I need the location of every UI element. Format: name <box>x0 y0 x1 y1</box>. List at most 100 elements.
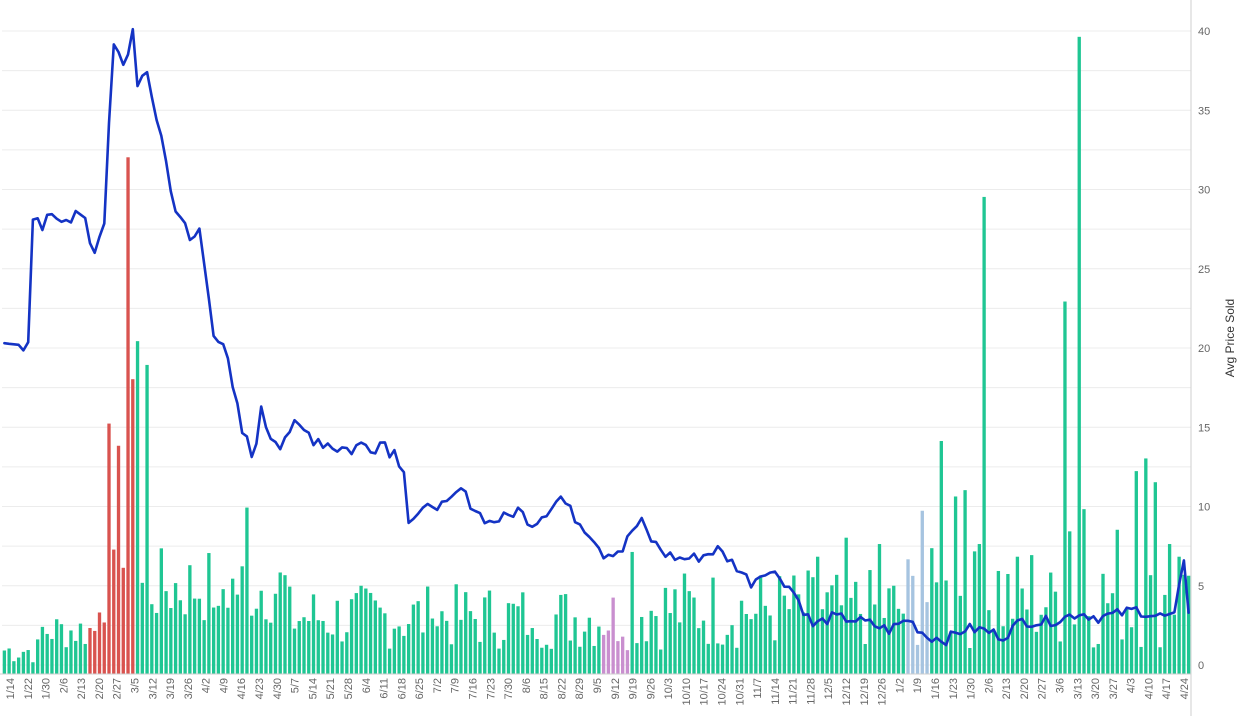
x-tick-label: 3/26 <box>183 678 195 699</box>
bar <box>183 614 187 674</box>
x-tick-label: 2/27 <box>1037 678 1049 699</box>
x-tick-label: 2/13 <box>1001 678 1013 699</box>
bar <box>359 585 363 674</box>
bar <box>949 632 953 674</box>
bar <box>1001 626 1005 674</box>
bar <box>97 612 102 674</box>
bar <box>687 591 691 674</box>
bar <box>464 592 468 674</box>
bar <box>711 577 715 674</box>
bar <box>697 628 701 674</box>
x-tick-label: 5/28 <box>343 678 355 699</box>
bar <box>1120 639 1124 674</box>
bar <box>901 613 905 674</box>
x-tick-label: 1/16 <box>930 678 942 699</box>
bar <box>758 575 763 674</box>
bar <box>777 576 782 674</box>
bar <box>516 606 520 674</box>
bar <box>169 608 173 674</box>
bar <box>483 597 487 674</box>
bar <box>1163 594 1167 674</box>
bar <box>1101 573 1105 674</box>
bar <box>392 628 397 674</box>
bar <box>801 612 806 674</box>
bar <box>1044 607 1048 674</box>
bar <box>226 607 230 674</box>
bar <box>216 605 221 674</box>
bar <box>102 622 106 674</box>
y-tick-label: 40 <box>1198 26 1210 38</box>
bar <box>982 196 986 675</box>
bar <box>74 640 78 674</box>
bar <box>416 601 420 674</box>
bar <box>235 594 240 674</box>
bar <box>425 586 430 674</box>
x-tick-label: 5/7 <box>290 678 302 693</box>
bar <box>1010 618 1015 674</box>
x-tick-label: 7/9 <box>450 678 462 693</box>
bar <box>397 626 401 674</box>
bar <box>749 619 753 674</box>
bar <box>1110 593 1115 674</box>
x-tick-label: 2/27 <box>112 678 124 699</box>
bar <box>221 589 225 674</box>
bar <box>1139 646 1143 674</box>
bar <box>934 582 939 674</box>
bar <box>159 548 163 674</box>
bar <box>321 620 325 674</box>
bar <box>135 341 140 674</box>
bar <box>121 567 125 674</box>
bar <box>478 641 482 674</box>
bar <box>1030 555 1034 674</box>
bar <box>311 594 316 674</box>
bar <box>601 634 606 674</box>
x-tick-label: 3/12 <box>147 678 159 699</box>
bar <box>592 645 596 674</box>
bar <box>611 597 615 674</box>
x-tick-label: 2/6 <box>58 678 70 693</box>
bar <box>12 661 16 674</box>
x-tick-label: 8/29 <box>574 678 586 699</box>
avg-price-line <box>3 27 1190 647</box>
y-tick-label: 15 <box>1198 422 1210 434</box>
bar <box>1015 556 1020 674</box>
bar <box>844 537 848 674</box>
bar <box>202 620 206 674</box>
bar <box>1072 624 1077 674</box>
x-tick-label: 12/12 <box>841 678 853 706</box>
x-tick-label: 11/7 <box>752 678 764 699</box>
bar <box>663 587 668 674</box>
bar <box>473 618 477 674</box>
bar <box>587 617 592 674</box>
bar <box>31 662 35 674</box>
x-tick-label: 1/23 <box>948 678 960 699</box>
bar <box>720 644 725 674</box>
x-tick-label: 9/26 <box>645 678 657 699</box>
bar <box>1096 643 1100 674</box>
bar <box>835 574 839 674</box>
bar <box>292 628 297 674</box>
bar <box>1167 544 1172 674</box>
bar <box>1158 647 1162 674</box>
bar <box>625 650 630 674</box>
bar <box>825 592 829 674</box>
bar <box>335 600 339 674</box>
bar <box>511 603 515 674</box>
bar <box>521 592 525 674</box>
x-tick-label: 6/4 <box>361 678 373 693</box>
bar <box>421 632 425 674</box>
bar <box>207 553 211 674</box>
x-tick-label: 10/10 <box>681 678 693 706</box>
x-tick-label: 8/15 <box>539 678 551 699</box>
bar <box>449 644 454 674</box>
bar <box>50 638 54 674</box>
bar <box>987 610 991 674</box>
bar <box>192 598 197 674</box>
bar <box>411 604 416 674</box>
bar <box>145 364 149 674</box>
bar <box>920 510 924 674</box>
bar <box>659 649 663 674</box>
bar <box>387 648 392 674</box>
